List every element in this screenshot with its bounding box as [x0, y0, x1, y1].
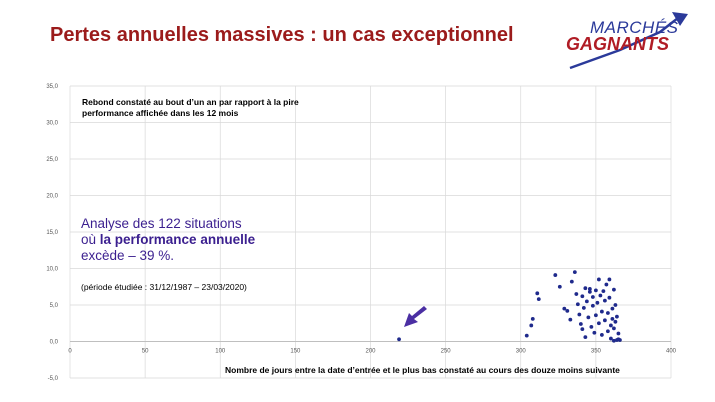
data-point — [581, 306, 586, 310]
x-tick-label: 400 — [666, 349, 677, 355]
rising-arrow-icon — [569, 12, 688, 70]
x-tick-label: 300 — [516, 349, 527, 355]
y-tick-label: 20,0 — [46, 194, 58, 200]
y-tick-label: 15,0 — [46, 230, 58, 236]
data-point — [604, 282, 609, 287]
analysis-text: Analyse des 122 situations où la perform… — [81, 216, 281, 264]
chart-note: Rebond constaté au bout d’un an par rapp… — [82, 97, 299, 118]
y-tick-label: 30,0 — [46, 121, 58, 127]
logo-line1: MARCHÉS — [590, 18, 679, 37]
data-point — [553, 273, 558, 277]
analysis-line2: où la performance annuelle — [81, 232, 281, 248]
data-point — [612, 326, 616, 331]
data-point — [613, 319, 618, 324]
data-point — [568, 317, 573, 322]
brand-logo: MARCHÉS GAGNANTS — [560, 10, 700, 70]
data-point — [605, 329, 610, 334]
data-point — [577, 312, 582, 317]
x-tick-label: 100 — [215, 349, 226, 355]
data-point — [616, 331, 621, 336]
data-point — [613, 303, 618, 307]
data-point — [599, 333, 604, 337]
data-point — [596, 277, 601, 282]
data-point — [593, 313, 598, 318]
data-point — [607, 277, 612, 282]
x-tick-label: 50 — [142, 349, 149, 355]
data-point — [580, 294, 585, 299]
data-point — [609, 336, 613, 341]
data-point — [583, 286, 588, 291]
data-point — [587, 289, 592, 294]
data-point — [607, 295, 612, 300]
data-point — [599, 309, 604, 314]
data-point — [575, 302, 580, 307]
data-point — [615, 314, 619, 319]
data-point — [610, 316, 615, 321]
data-point — [535, 291, 540, 296]
y-tick-label: 0,0 — [50, 340, 59, 346]
data-point — [589, 325, 594, 329]
x-tick-label: 150 — [290, 349, 301, 355]
data-point — [598, 293, 603, 298]
data-point — [584, 299, 589, 304]
analysis-line3: excède – 39 %. — [81, 248, 175, 263]
data-point — [602, 318, 607, 323]
data-point — [565, 308, 570, 313]
data-point — [524, 333, 529, 338]
data-point — [586, 315, 591, 320]
data-point — [569, 279, 574, 284]
y-tick-label: 10,0 — [46, 267, 58, 273]
data-point — [601, 289, 606, 294]
data-point — [557, 284, 562, 289]
data-point — [530, 316, 535, 321]
logo-line2: GAGNANTS — [566, 34, 669, 54]
data-point — [397, 337, 401, 342]
data-point — [592, 330, 597, 335]
data-point — [562, 306, 567, 311]
data-point — [529, 323, 534, 328]
analysis-line1: Analyse des 122 situations — [81, 216, 242, 231]
x-tick-label: 250 — [441, 349, 452, 355]
data-point — [574, 292, 579, 296]
x-tick-label: 200 — [365, 349, 376, 355]
chart-points — [397, 270, 622, 343]
data-point — [583, 335, 588, 340]
data-point — [605, 311, 610, 315]
data-point — [587, 287, 592, 291]
analysis-mid: où — [81, 232, 100, 247]
data-point — [609, 323, 613, 328]
y-tick-label: -5,0 — [48, 376, 59, 382]
data-point — [578, 322, 583, 326]
data-point — [590, 295, 595, 299]
data-point — [595, 300, 600, 305]
data-point — [593, 288, 598, 293]
data-point — [610, 306, 615, 311]
y-tick-label: 25,0 — [46, 157, 58, 163]
x-tick-label: 350 — [591, 349, 602, 355]
data-point — [580, 327, 585, 331]
pointer-arrow-icon — [404, 306, 427, 327]
y-tick-label: 5,0 — [50, 303, 59, 309]
data-point — [612, 338, 616, 343]
period-text: (période étudiée : 31/12/1987 – 23/03/20… — [81, 282, 247, 292]
chart-tick-labels: 0 50 100 150 200 250 300 350 400 -5,0 0,0 5,0 10,0 15… — [46, 84, 676, 382]
x-axis-label: Nombre de jours entre la date d’entrée e… — [225, 365, 620, 375]
data-point — [536, 297, 541, 302]
analysis-bold: la performance annuelle — [99, 232, 256, 247]
data-point — [596, 321, 601, 326]
data-point — [618, 338, 622, 342]
data-point — [572, 270, 577, 275]
data-point — [602, 298, 607, 303]
data-point — [612, 287, 616, 292]
y-tick-label: 35,0 — [46, 84, 58, 90]
data-point — [590, 303, 595, 308]
x-tick-label: 0 — [68, 349, 72, 355]
page-title: Pertes annuelles massives : un cas excep… — [50, 24, 514, 46]
